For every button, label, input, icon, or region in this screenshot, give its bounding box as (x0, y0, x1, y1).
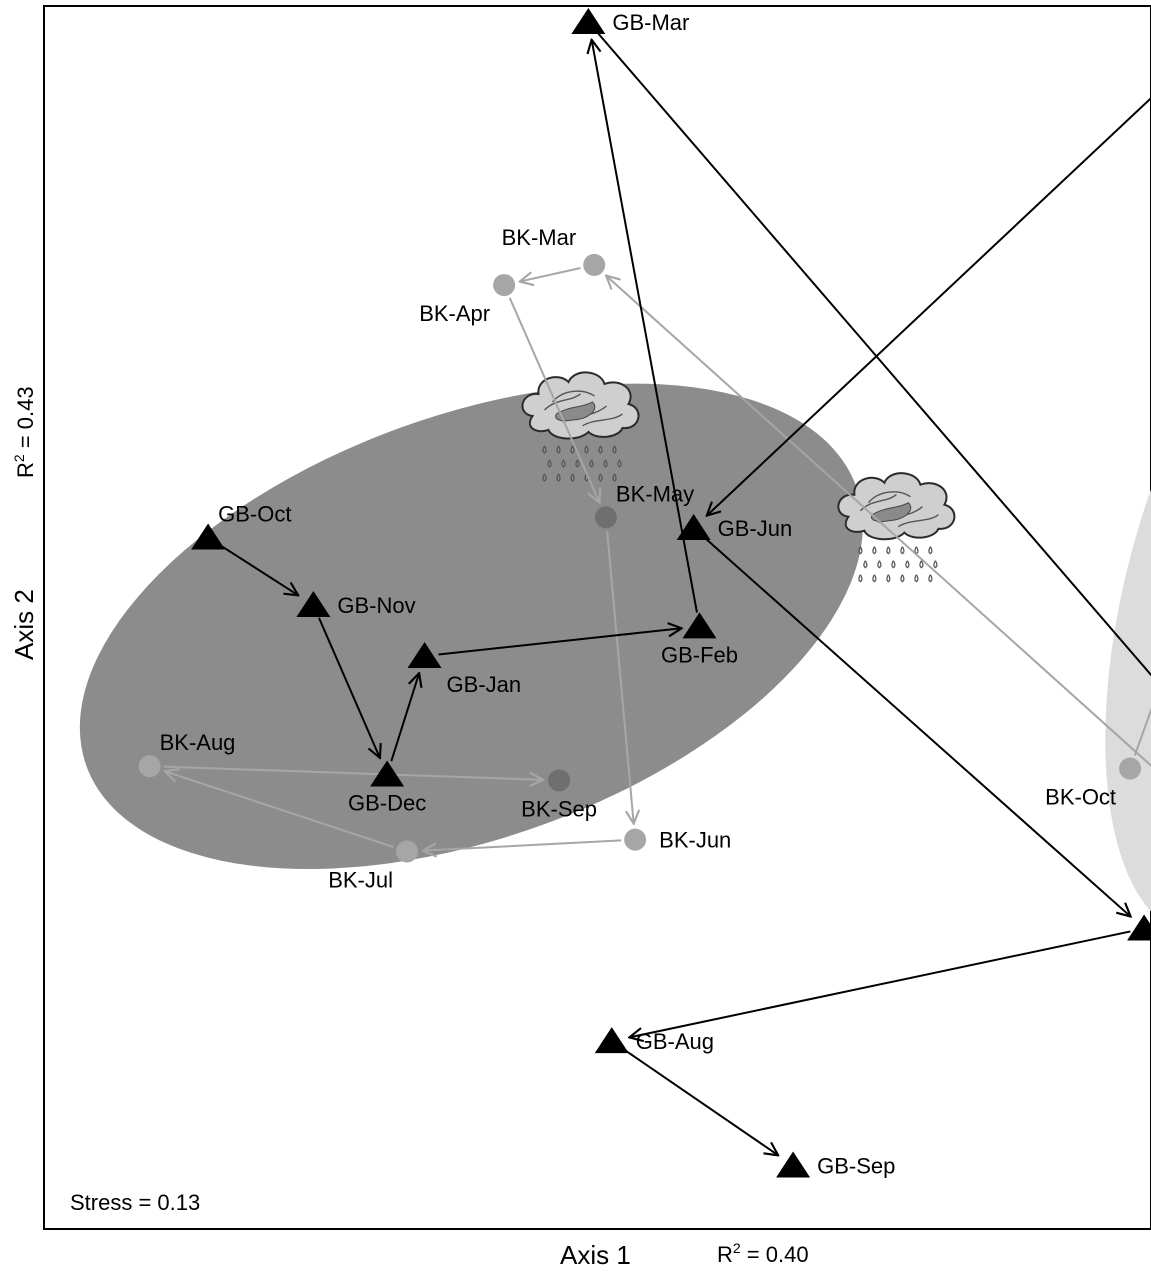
x-r2-prefix: R (717, 1242, 733, 1267)
point-label: BK-Jun (659, 828, 731, 853)
point-label: BK-Aug (160, 730, 236, 755)
gb-point-marker (776, 1151, 811, 1178)
point-label: GB-Jan (447, 672, 522, 697)
stress-label: Stress = 0.13 (70, 1190, 200, 1215)
gb-path-arrow (707, 96, 1151, 516)
x-axis-title: Axis 1 (560, 1240, 631, 1270)
gb-point-marker (594, 1027, 629, 1054)
bk-point-marker (493, 274, 516, 297)
cloud-layer (521, 371, 956, 583)
x-r2-value: = 0.40 (741, 1242, 809, 1267)
bk-path-arrow (165, 771, 395, 849)
gb-path-arrow (596, 31, 1151, 677)
point-label: GB-Mar (612, 10, 689, 35)
ellipse-layer (79, 245, 1151, 937)
gb-path-arrow (592, 40, 698, 613)
gb-point-marker (571, 8, 606, 34)
y-r2-sup: 2 (11, 454, 27, 462)
light-group-ellipse (1105, 245, 1151, 937)
point-label: GB-Oct (218, 501, 291, 526)
point-label: BK-Sep (521, 796, 597, 821)
gb-path-layer (219, 31, 1151, 1156)
gb-point-marker (407, 641, 442, 668)
point-label: GB-Dec (348, 790, 426, 815)
point-label: BK-Apr (419, 301, 490, 326)
gb-point-layer (191, 8, 1151, 1178)
bk-point-marker (138, 755, 161, 778)
bk-path-arrow (508, 297, 600, 503)
y-axis-r2: R2 = 0.43 (11, 386, 38, 478)
point-label: GB-Nov (337, 593, 415, 618)
x-r2-sup: 2 (733, 1240, 741, 1256)
bk-path-arrow (423, 839, 622, 850)
bk-path-arrow (606, 276, 1151, 767)
gb-path-arrow (219, 544, 298, 595)
gb-point-marker (296, 591, 331, 618)
bk-path-arrow (520, 267, 581, 282)
bk-path-arrow (163, 765, 544, 780)
point-label: BK-Jul (328, 868, 393, 893)
gb-point-marker (676, 513, 711, 540)
point-label: GB-Sep (817, 1154, 895, 1179)
point-label: GB-Aug (636, 1029, 714, 1054)
y-r2-value: = 0.43 (13, 386, 38, 454)
gb-path-arrow (318, 617, 380, 758)
point-label: GB-Feb (661, 642, 738, 667)
bk-point-marker (548, 769, 571, 792)
rain-cloud-icon (837, 472, 956, 583)
gb-point-marker (682, 612, 717, 639)
bk-path-layer (163, 267, 1151, 910)
gb-path-arrow (438, 628, 681, 656)
label-layer: GB-Oct GB-Nov GB-Dec GB-Jan GB-Feb GB-Mar GB-A… (160, 10, 1116, 1179)
bk-point-layer (138, 253, 1142, 863)
bk-path-arrow (606, 531, 634, 823)
gb-path-arrow (622, 1048, 778, 1155)
bk-point-marker (583, 253, 606, 276)
point-label: BK-Oct (1045, 785, 1116, 810)
bk-point-marker (624, 828, 647, 851)
y-r2-prefix: R (13, 462, 38, 478)
bk-point-marker (594, 506, 617, 529)
y-axis-title: Axis 2 (9, 589, 39, 660)
gb-path-arrow (390, 673, 419, 762)
gb-point-marker (370, 760, 405, 787)
bk-point-marker (396, 840, 418, 863)
point-label: GB-Jun (718, 516, 793, 541)
point-label: BK-Mar (502, 225, 577, 250)
point-label: BK-May (616, 481, 694, 506)
dark-group-ellipse (79, 383, 863, 870)
gb-point-marker (1127, 914, 1151, 941)
gb-path-arrow (703, 536, 1131, 916)
rain-cloud-icon (521, 371, 640, 482)
plot-frame (43, 5, 1151, 1230)
gb-path-arrow (629, 930, 1131, 1037)
gb-point-marker (191, 523, 226, 550)
bk-point-marker (1119, 757, 1142, 780)
x-axis-r2: R2 = 0.40 (717, 1240, 809, 1267)
